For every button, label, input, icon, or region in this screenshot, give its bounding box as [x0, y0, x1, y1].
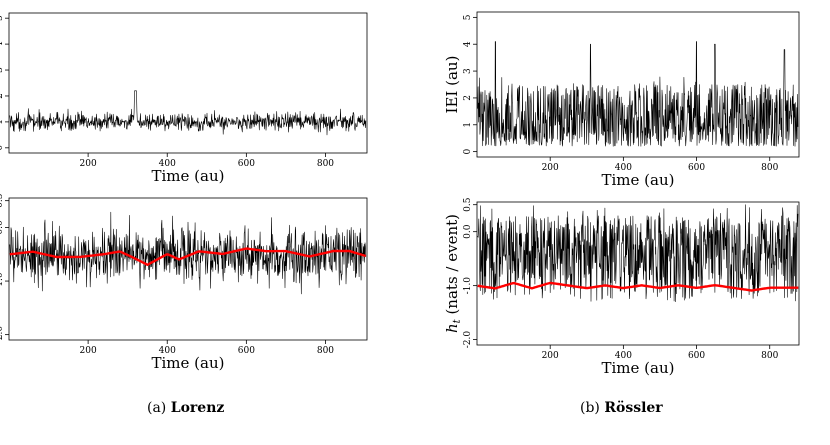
lorenz-iei-x-tick-label: 200: [80, 159, 97, 169]
lorenz-ht-y-tick-label: -2.0: [0, 326, 5, 344]
rossler-ht-y-tick-label: -2.0: [463, 331, 473, 349]
caption-right-tag: (b): [580, 400, 600, 416]
rossler-ht-x-tick-label: 400: [615, 351, 632, 361]
rossler-iei-y-axis-label: IEI (au): [443, 56, 461, 114]
rossler-ht-y-tick-label: 0.5: [463, 197, 473, 212]
lorenz-ht-x-tick-label: 400: [159, 346, 176, 356]
lorenz-ht-series-line: [9, 211, 367, 295]
lorenz-iei-y-tick-label: 5: [0, 15, 5, 21]
rossler-iei-y-tick-label: 3: [463, 68, 473, 74]
rossler-iei-x-axis-label: Time (au): [602, 171, 675, 189]
rossler-iei-plot-frame: [476, 11, 800, 158]
lorenz-iei-plot-frame: [8, 12, 368, 154]
lorenz-iei-x-tick-label: 400: [159, 159, 176, 169]
rossler-ht-x-tick-label: 600: [688, 351, 705, 361]
lorenz-iei-x-tick-label: 600: [238, 159, 255, 169]
caption-left-name: Lorenz: [170, 400, 225, 416]
rossler-iei-x-tick-label: 800: [761, 163, 778, 173]
lorenz-ht-plot-frame: [8, 197, 368, 341]
rossler-ht-running-mean-line: [477, 281, 799, 292]
lorenz-ht-y-tick-label: 0.0: [0, 220, 5, 235]
rossler-iei-y-tick-label: 2: [463, 95, 473, 101]
lorenz-iei-y-tick-label: 0: [0, 145, 5, 151]
rossler-ht-x-axis-label: Time (au): [602, 359, 675, 377]
lorenz-iei-y-tick-label: 4: [0, 41, 5, 47]
lorenz-ht-running-mean-line: [9, 247, 367, 266]
rossler-ht-y-tick-label: -1.0: [463, 277, 473, 295]
lorenz-ht-x-tick-label: 200: [80, 346, 97, 356]
rossler-ht-y-axis-label: ht (nats / event): [443, 214, 463, 333]
rossler-iei-x-tick-label: 200: [542, 163, 559, 173]
rossler-iei-y-tick-label: 5: [463, 14, 473, 20]
lorenz-iei-x-tick-label: 800: [317, 159, 334, 169]
lorenz-ht-y-tick-label: -1.0: [0, 272, 5, 290]
lorenz-iei-x-axis-label: Time (au): [152, 167, 225, 185]
lorenz-ht-x-tick-label: 600: [238, 346, 255, 356]
lorenz-iei-y-tick-label: 2: [0, 93, 5, 99]
chart-rossler-iei: 200 400 600 800 0 1 2 3 4 5 Time (au) IEI (au): [443, 11, 800, 189]
rossler-iei-series-line: [477, 41, 799, 147]
rossler-iei-x-tick-label: 400: [615, 163, 632, 173]
chart-rossler-ht: 200 400 600 800 0.5 0.0 -1.0 -2.0 Time (au) ht (n…: [443, 197, 800, 377]
caption-right-name: Rössler: [604, 400, 663, 416]
rossler-ht-x-tick-label: 200: [542, 351, 559, 361]
caption-left: (a) Lorenz: [147, 400, 224, 416]
lorenz-ht-x-tick-label: 800: [317, 346, 334, 356]
caption-right: (b) Rössler: [580, 400, 663, 416]
lorenz-ht-x-axis-label: Time (au): [152, 354, 225, 372]
rossler-iei-y-tick-label: 0: [463, 148, 473, 154]
rossler-iei-y-tick-label: 4: [463, 41, 473, 47]
rossler-ht-series-line: [477, 204, 799, 302]
caption-left-tag: (a): [147, 400, 167, 416]
rossler-iei-y-tick-label: 1: [463, 122, 473, 128]
rossler-iei-x-tick-label: 600: [688, 163, 705, 173]
rossler-ht-x-tick-label: 800: [761, 351, 778, 361]
lorenz-iei-y-tick-label: 3: [0, 67, 5, 73]
rossler-ht-y-tick-label: 0.0: [463, 224, 473, 239]
lorenz-iei-y-tick-label: 1: [0, 119, 5, 125]
lorenz-ht-y-tick-label: 0.5: [0, 193, 5, 208]
lorenz-iei-series-line: [9, 90, 367, 136]
rossler-ht-plot-frame: [476, 201, 800, 346]
